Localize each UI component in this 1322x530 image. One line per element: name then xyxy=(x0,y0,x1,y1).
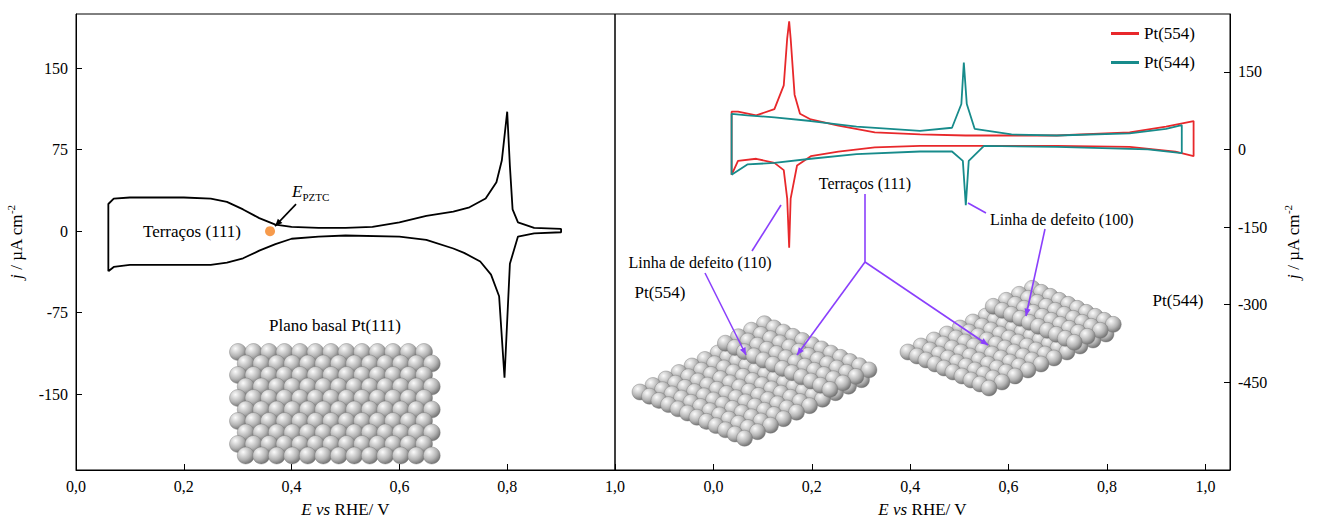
svg-text:Plano basal Pt(111): Plano basal Pt(111) xyxy=(269,316,401,335)
svg-text:RHE/ V: RHE/ V xyxy=(330,500,390,519)
svg-text:Linha de defeito (110): Linha de defeito (110) xyxy=(629,254,772,272)
svg-text:E vs: E vs xyxy=(300,500,330,519)
svg-text:0,8: 0,8 xyxy=(497,478,517,495)
svg-text:0,4: 0,4 xyxy=(282,478,302,495)
svg-text:150: 150 xyxy=(44,60,68,77)
svg-text:0,4: 0,4 xyxy=(900,478,920,495)
svg-text:Pt(554): Pt(554) xyxy=(1144,24,1195,43)
svg-text:0,6: 0,6 xyxy=(389,478,409,495)
svg-text:0,0: 0,0 xyxy=(66,478,86,495)
svg-text:Linha de defeito (100): Linha de defeito (100) xyxy=(990,211,1134,229)
svg-text:E: E xyxy=(291,182,303,201)
svg-text:0: 0 xyxy=(1238,141,1246,158)
svg-text:PZTC: PZTC xyxy=(302,191,329,203)
svg-text:-300: -300 xyxy=(1238,296,1267,313)
svg-text:Terraços (111): Terraços (111) xyxy=(819,175,911,193)
svg-text:75: 75 xyxy=(52,141,68,158)
svg-text:-150: -150 xyxy=(1238,219,1267,236)
svg-text:-2: -2 xyxy=(5,205,17,214)
svg-text:E vs: E vs xyxy=(877,500,907,519)
svg-text:j: j xyxy=(1284,274,1303,281)
svg-text:/ µA cm: / µA cm xyxy=(7,215,26,274)
svg-text:-2: -2 xyxy=(1282,205,1294,214)
svg-text:-75: -75 xyxy=(47,304,68,321)
svg-text:Terraços (111): Terraços (111) xyxy=(143,222,241,241)
svg-text:0: 0 xyxy=(60,223,68,240)
svg-text:RHE/ V: RHE/ V xyxy=(907,500,967,519)
svg-text:0,0: 0,0 xyxy=(703,478,723,495)
svg-text:0,2: 0,2 xyxy=(174,478,194,495)
svg-text:Pt(554): Pt(554) xyxy=(635,283,686,302)
svg-text:-150: -150 xyxy=(39,386,68,403)
svg-text:Pt(544): Pt(544) xyxy=(1153,291,1204,310)
svg-text:0,6: 0,6 xyxy=(999,478,1019,495)
svg-text:j: j xyxy=(7,274,26,281)
svg-text:1,0: 1,0 xyxy=(1195,478,1215,495)
svg-text:150: 150 xyxy=(1238,63,1262,80)
svg-text:1,0: 1,0 xyxy=(605,478,625,495)
svg-text:Pt(544): Pt(544) xyxy=(1144,53,1195,72)
svg-text:-450: -450 xyxy=(1238,374,1267,391)
svg-text:0,8: 0,8 xyxy=(1097,478,1117,495)
svg-text:0,2: 0,2 xyxy=(802,478,822,495)
svg-text:/ µA cm: / µA cm xyxy=(1284,215,1303,274)
